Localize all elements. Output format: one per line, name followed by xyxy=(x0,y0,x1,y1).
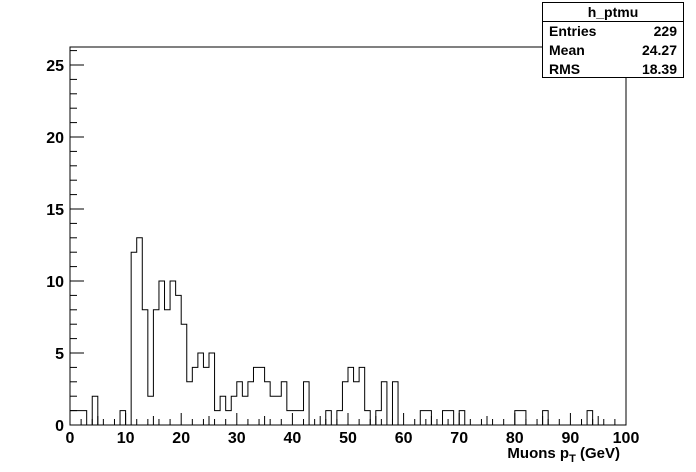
x-tick-label: 40 xyxy=(284,430,302,447)
x-tick-label: 70 xyxy=(450,430,468,447)
stats-title: h_ptmu xyxy=(543,3,683,22)
stats-row-entries: Entries 229 xyxy=(543,22,683,41)
x-tick-label: 20 xyxy=(172,430,190,447)
stats-label-mean: Mean xyxy=(549,42,585,58)
x-tick-label: 80 xyxy=(506,430,524,447)
stats-label-rms: RMS xyxy=(549,61,581,77)
x-tick-label: 10 xyxy=(117,430,135,447)
y-tick-label: 20 xyxy=(46,130,64,147)
x-tick-label: 0 xyxy=(66,430,75,447)
histogram-outline xyxy=(69,237,626,426)
stats-row-rms: RMS 18.39 xyxy=(543,60,683,79)
x-tick-label: 30 xyxy=(228,430,246,447)
axis-ticks xyxy=(69,50,627,426)
stats-value-rms: 18.39 xyxy=(641,61,677,77)
stats-row-mean: Mean 24.27 xyxy=(543,41,683,60)
x-axis-title: Muons pT (GeV) xyxy=(507,445,620,465)
stats-label-entries: Entries xyxy=(549,23,597,39)
y-tick-label: 10 xyxy=(46,274,64,291)
x-axis-title-unit: (GeV) xyxy=(576,445,620,462)
x-tick-label: 90 xyxy=(562,430,580,447)
x-tick-label: 60 xyxy=(395,430,413,447)
x-axis-title-subscript: T xyxy=(569,453,576,465)
x-tick-label: 100 xyxy=(613,430,640,447)
stats-value-mean: 24.27 xyxy=(641,42,677,58)
stats-box: h_ptmu Entries 229 Mean 24.27 RMS 18.39 xyxy=(542,2,684,78)
y-tick-label: 0 xyxy=(55,418,64,435)
x-tick-label: 50 xyxy=(339,430,357,447)
x-axis-title-main: Muons p xyxy=(507,445,569,462)
y-tick-label: 25 xyxy=(46,58,64,75)
tick-labels: 0 10 20 30 40 50 60 70 80 90 100 0 5 10 15 20 25 xyxy=(46,58,639,447)
y-tick-label: 15 xyxy=(46,202,64,219)
y-tick-label: 5 xyxy=(55,346,64,363)
stats-value-entries: 229 xyxy=(653,23,677,39)
